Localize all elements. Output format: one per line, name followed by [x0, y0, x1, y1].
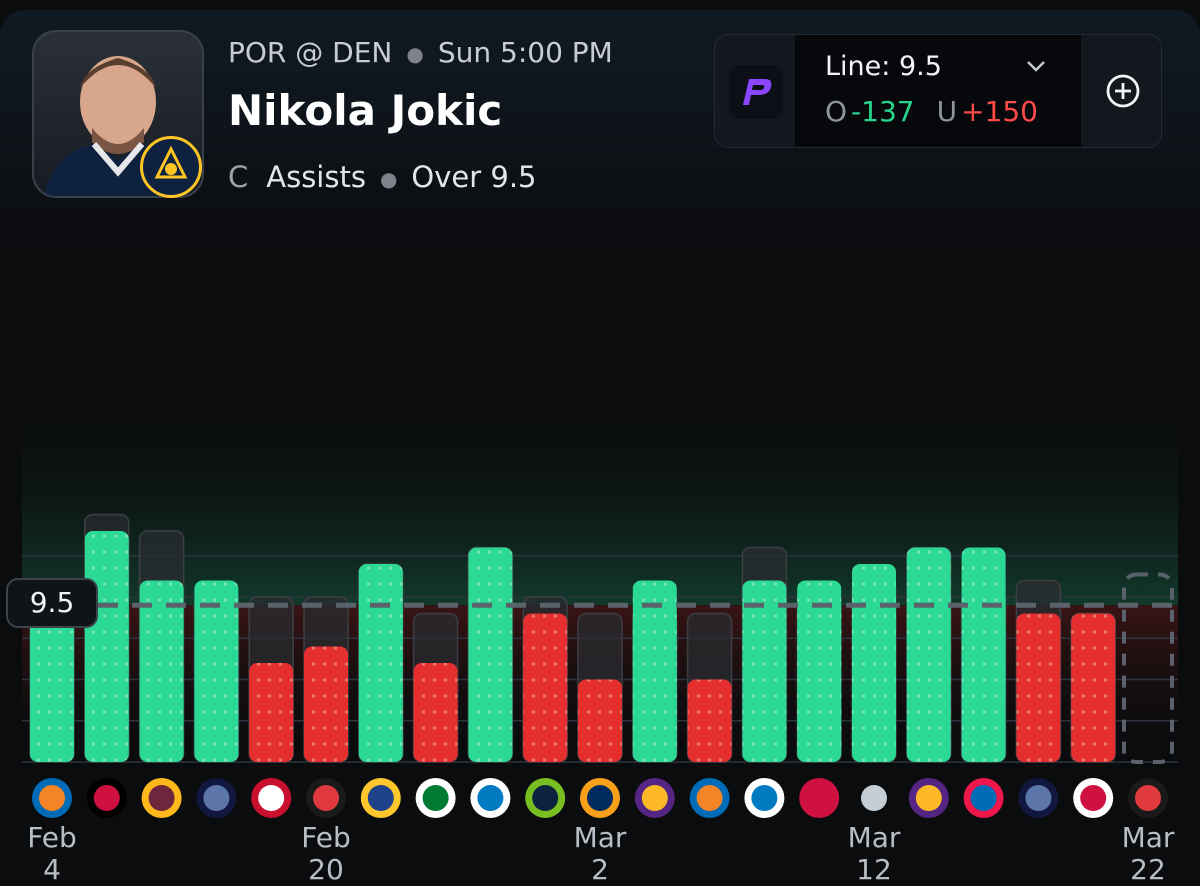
trail-blazers-logo-icon	[1128, 778, 1168, 818]
knicks-logo-icon	[32, 778, 72, 818]
grizzlies-logo-icon	[1018, 778, 1059, 818]
knicks-logo-icon	[689, 778, 730, 818]
date-month: Feb	[27, 821, 77, 854]
spurs-logo-icon	[854, 778, 894, 818]
separator-dot-icon: ●	[406, 42, 424, 66]
separator-dot-icon: ●	[379, 167, 398, 191]
game-bar-texture	[961, 547, 1006, 762]
date-tick-label: Feb 20	[281, 822, 371, 886]
game-bar-texture	[358, 564, 403, 762]
game-bar-texture	[249, 663, 294, 762]
line-dropdown[interactable]: Line: 9.5 O -137 U +150	[795, 35, 1081, 147]
over-odds: -137	[851, 95, 915, 128]
thunder-logo-icon	[744, 778, 785, 818]
game-bar-texture	[797, 580, 842, 762]
celtics-logo-icon	[415, 778, 456, 818]
prop-info: C Assists ● Over 9.5	[228, 160, 537, 194]
date-tick-label: Mar 12	[829, 822, 919, 886]
thunder-logo-icon	[470, 778, 511, 818]
game-bar-texture	[742, 580, 787, 762]
plus-circle-icon[interactable]	[1105, 73, 1141, 109]
76ers-logo-icon	[963, 778, 1004, 818]
nuggets-logo-icon	[140, 136, 202, 198]
player-position: C	[228, 160, 249, 194]
date-day: 20	[308, 853, 344, 886]
line-value: Line: 9.5	[825, 51, 942, 82]
game-bar-texture	[1071, 613, 1116, 762]
game-bar-texture	[413, 663, 458, 762]
clippers-logo-icon	[251, 778, 292, 818]
over-label: O	[825, 95, 848, 128]
line-value-badge: 9.5	[6, 578, 98, 628]
game-bar-texture	[84, 531, 129, 762]
prizepicks-logo-icon[interactable]	[729, 65, 783, 119]
pick-text: Over 9.5	[411, 160, 537, 194]
matchup-text: POR @ DEN	[228, 36, 393, 69]
date-day: 12	[856, 853, 892, 886]
stat-type: Assists	[266, 160, 366, 194]
game-bar-texture	[468, 547, 513, 762]
game-bar-texture	[139, 580, 184, 762]
date-day: 22	[1130, 853, 1166, 886]
date-month: Mar	[847, 821, 901, 854]
grizzlies-logo-icon	[196, 778, 237, 818]
odds-row: O -137 U +150	[825, 95, 1038, 128]
date-tick-label: Feb 4	[7, 822, 97, 886]
warriors-logo-icon	[360, 778, 401, 818]
bulls-logo-icon	[86, 778, 127, 818]
date-tick-label: Mar 22	[1103, 822, 1193, 886]
timberwolves-logo-icon	[525, 778, 566, 818]
game-info: POR @ DEN ● Sun 5:00 PM	[228, 36, 613, 69]
game-bar-texture	[1016, 613, 1061, 762]
game-bar-texture	[687, 679, 732, 762]
upcoming-game-bar	[1122, 572, 1174, 764]
line-selector: Line: 9.5 O -137 U +150	[714, 34, 1162, 148]
under-label: U	[936, 95, 958, 128]
under-odds: +150	[961, 95, 1038, 128]
date-day: 2	[591, 853, 609, 886]
game-bar-texture	[852, 564, 896, 762]
player-headshot	[32, 30, 204, 198]
game-bar-texture	[906, 547, 951, 762]
date-tick-label: Mar 2	[555, 822, 645, 886]
game-bar-texture	[578, 679, 622, 762]
lakers-logo-icon	[634, 778, 675, 818]
jazz-logo-icon	[580, 778, 620, 818]
game-time: Sun 5:00 PM	[437, 36, 613, 69]
cavaliers-logo-icon	[141, 778, 182, 818]
rockets-logo-icon	[799, 778, 840, 818]
date-month: Mar	[1121, 821, 1175, 854]
game-bar-texture	[523, 613, 568, 762]
lakers-logo-icon	[908, 778, 949, 818]
game-bar-texture	[632, 580, 677, 762]
game-bar-texture	[30, 597, 74, 762]
raptors-logo-icon	[1073, 778, 1114, 818]
date-month: Mar	[573, 821, 627, 854]
date-day: 4	[43, 853, 61, 886]
player-name: Nikola Jokic	[228, 86, 503, 135]
date-month: Feb	[301, 821, 351, 854]
trail-blazers-logo-icon	[306, 778, 346, 818]
game-bar-texture	[194, 580, 239, 762]
game-bar-texture	[304, 646, 348, 762]
chevron-down-icon[interactable]	[1023, 53, 1049, 79]
